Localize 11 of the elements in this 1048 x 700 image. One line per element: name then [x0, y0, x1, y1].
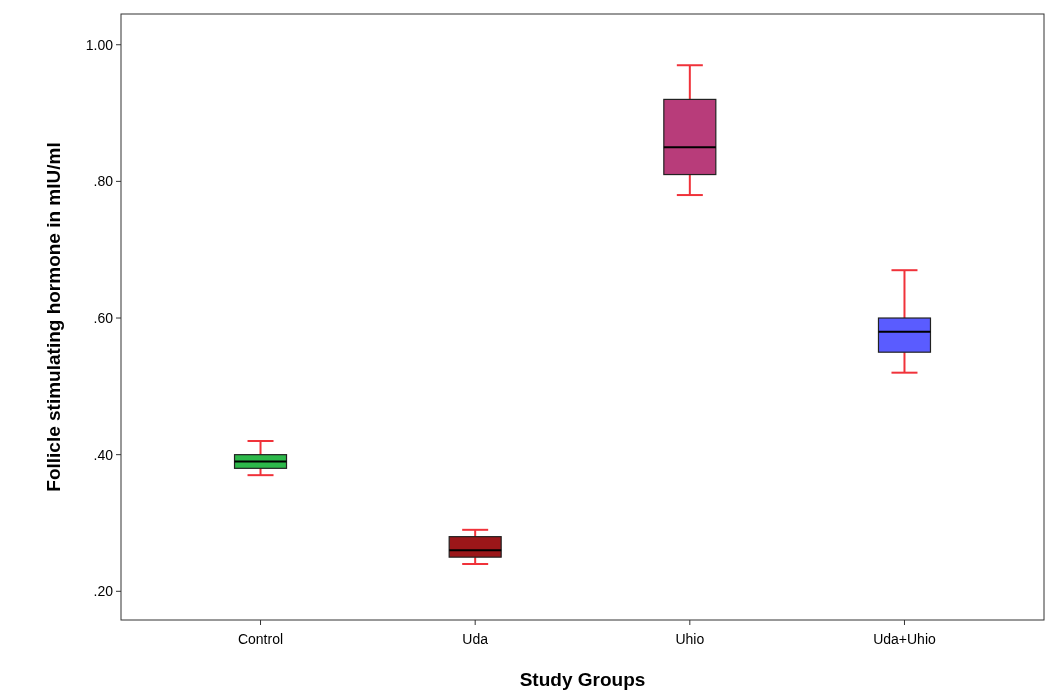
x-tick-label: Control: [237, 631, 284, 647]
x-axis-title: Study Groups: [519, 669, 646, 690]
y-tick-label: .40: [93, 446, 114, 463]
y-tick-label: .60: [93, 309, 114, 326]
y-tick-label: .20: [93, 583, 114, 600]
y-axis-title: Follicle stimulating hormone in mIU/ml: [43, 142, 64, 492]
y-tick-label: 1.00: [85, 36, 114, 53]
x-tick-label: Uda: [462, 631, 489, 647]
x-tick-label: Uhio: [675, 631, 705, 647]
y-tick-label: .80: [93, 173, 114, 190]
x-tick-label: Uda+Uhio: [873, 631, 937, 647]
